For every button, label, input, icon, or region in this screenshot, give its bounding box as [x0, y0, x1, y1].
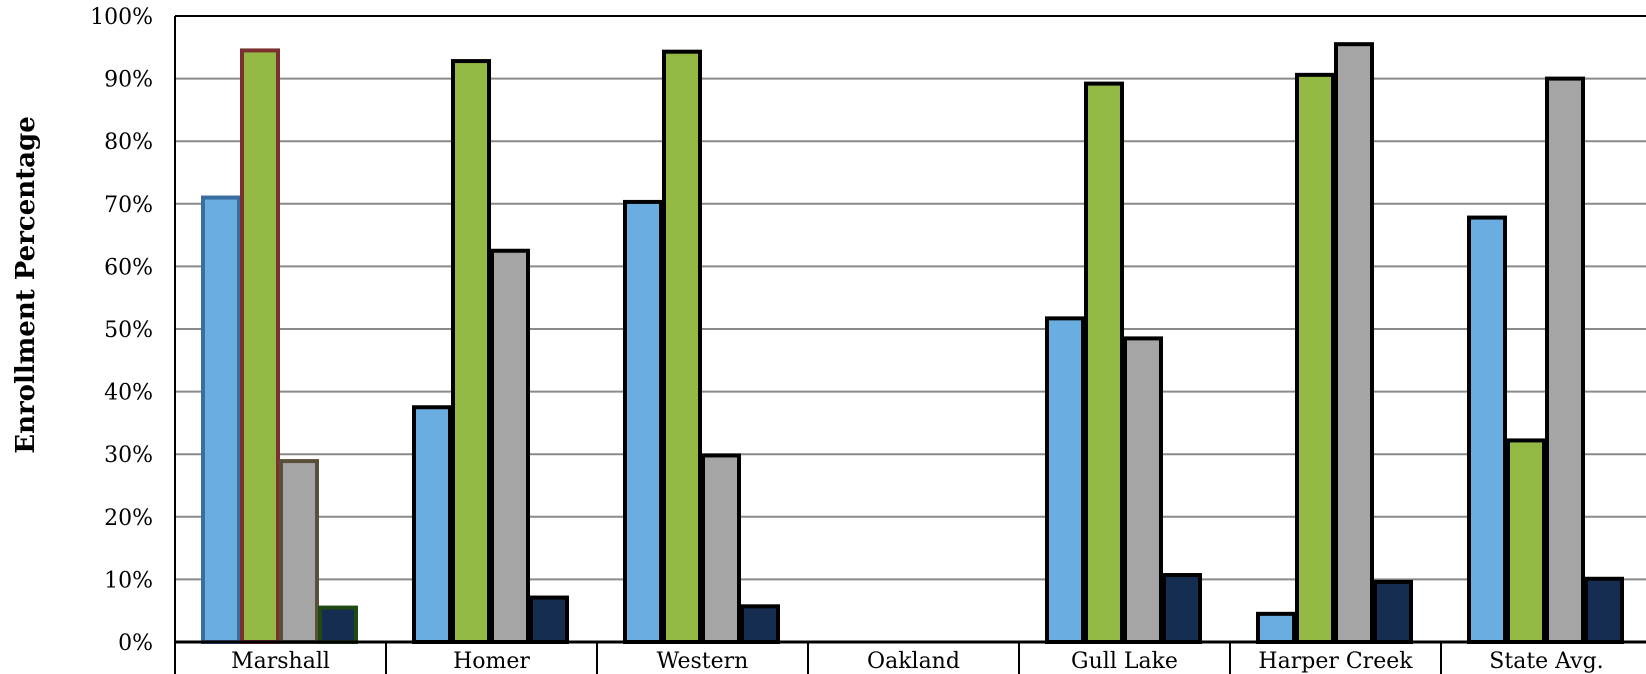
y-tick-label: 0% [118, 631, 153, 656]
bar-western-series-1 [623, 199, 663, 644]
bar-western-series-4 [740, 604, 780, 644]
gridlines [175, 15, 1646, 581]
y-tick-label: 60% [104, 255, 153, 280]
bars [201, 42, 1624, 645]
y-tick-label: 20% [104, 506, 153, 531]
bar-homer-series-3 [490, 248, 530, 644]
axes [174, 15, 1646, 674]
x-category-label: Gull Lake [1071, 649, 1178, 674]
y-tick-label: 100% [90, 5, 153, 30]
bar-western-series-3 [701, 453, 741, 644]
x-category-label: Homer [453, 649, 530, 674]
bar-homer-series-2 [451, 59, 491, 644]
bar-marshall-series-3 [279, 459, 319, 644]
y-tick-label: 50% [104, 318, 153, 343]
bar-harper-creek-series-1 [1256, 611, 1296, 645]
bar-gull-lake-series-4 [1162, 573, 1202, 645]
bar-western-series-2 [662, 49, 702, 644]
bar-harper-creek-series-2 [1295, 72, 1335, 645]
bar-gull-lake-series-2 [1084, 81, 1124, 645]
bar-harper-creek-series-3 [1334, 42, 1374, 645]
bar-state-avg--series-1 [1467, 215, 1507, 645]
bar-state-avg--series-4 [1584, 576, 1624, 644]
bar-marshall-series-2 [240, 48, 280, 645]
x-category-label: State Avg. [1489, 649, 1603, 674]
bar-state-avg--series-3 [1545, 76, 1585, 645]
y-axis-title: Enrollment Percentage [11, 116, 41, 453]
bar-homer-series-1 [412, 405, 452, 644]
bar-homer-series-4 [529, 595, 569, 645]
y-tick-label: 40% [104, 381, 153, 406]
x-category-label: Oakland [867, 649, 960, 674]
y-tick-label: 70% [104, 193, 153, 218]
bar-gull-lake-series-1 [1045, 316, 1085, 644]
y-tick-label: 10% [104, 568, 153, 593]
y-tick-label: 90% [104, 68, 153, 93]
bar-marshall-series-4 [318, 605, 358, 645]
x-category-label: Harper Creek [1258, 649, 1413, 674]
y-tick-label: 80% [104, 130, 153, 155]
bar-marshall-series-1 [201, 195, 241, 644]
bar-gull-lake-series-3 [1123, 336, 1163, 644]
bar-state-avg--series-2 [1506, 438, 1546, 645]
x-category-label: Marshall [231, 649, 330, 674]
x-category-label: Western [657, 649, 749, 674]
bar-harper-creek-series-4 [1373, 579, 1413, 644]
labels: 0% 10% 20% 30% 40% 50% 60% 70% 80% 90% 100% Marshal… [90, 5, 1604, 674]
y-tick-label: 30% [104, 443, 153, 468]
